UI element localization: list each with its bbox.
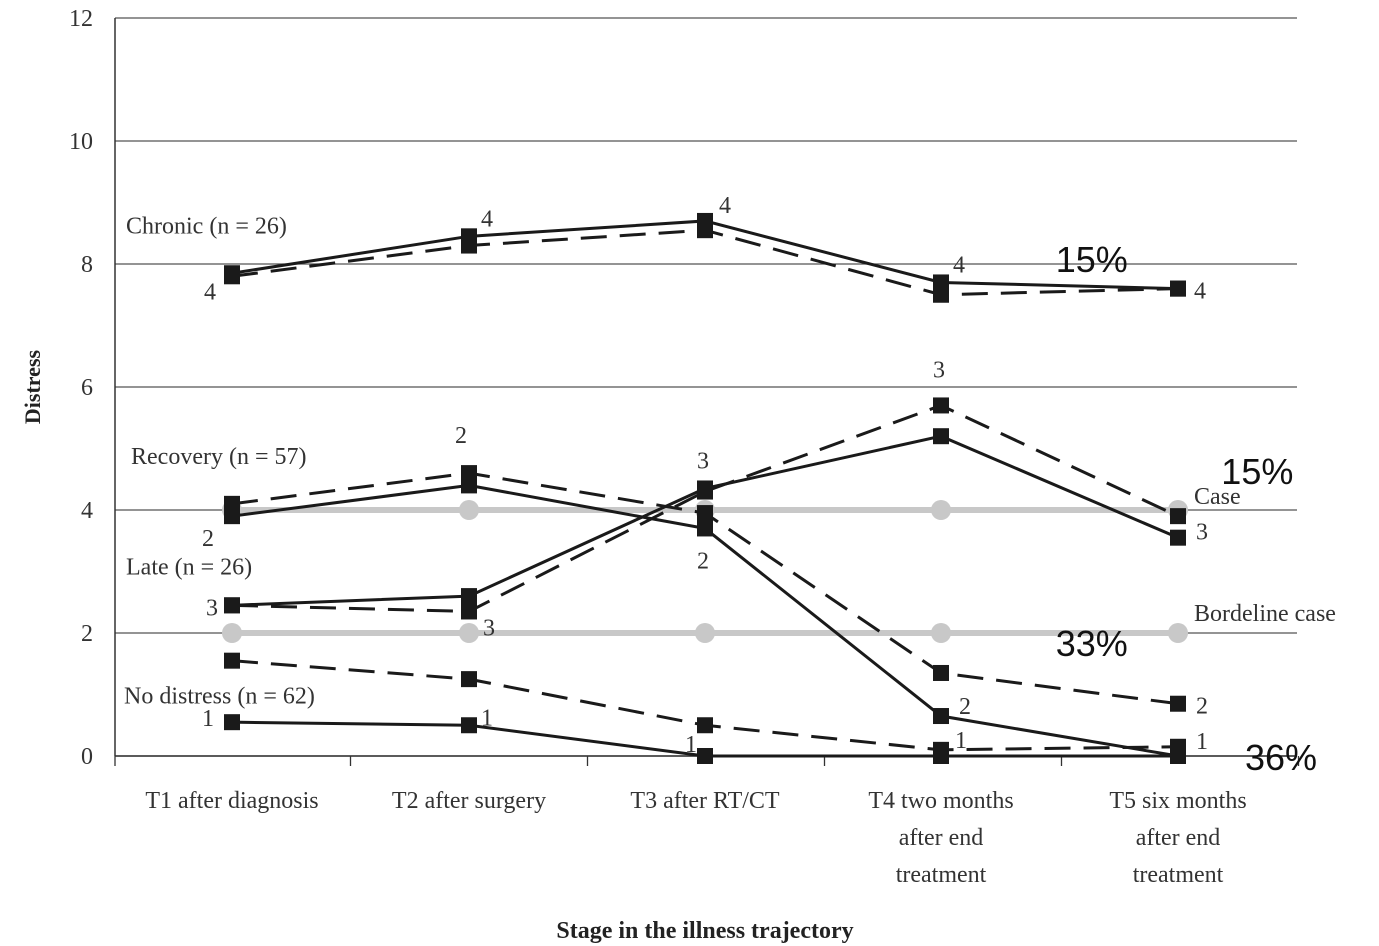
point-label: 4	[719, 193, 731, 219]
group-label: Chronic (n = 26)	[126, 213, 287, 239]
data-point	[461, 603, 477, 620]
data-point	[461, 465, 477, 482]
data-point	[224, 597, 240, 614]
series-line-1-dashed	[231, 659, 1179, 752]
data-point	[1170, 738, 1186, 755]
group-label: No distress (n = 62)	[124, 684, 315, 710]
x-category-label: T5 six months	[1109, 788, 1246, 814]
y-tick-label: 10	[69, 129, 93, 155]
data-point	[933, 428, 949, 445]
x-category-label: after end	[1136, 825, 1221, 851]
data-point	[1170, 695, 1186, 712]
reference-point	[459, 623, 479, 643]
series-line-3-dashed	[231, 403, 1179, 613]
data-point	[224, 508, 240, 525]
y-tick-label: 12	[69, 6, 93, 32]
point-label: 1	[481, 705, 493, 731]
data-point	[461, 477, 477, 494]
data-point	[461, 671, 477, 688]
data-point	[1170, 280, 1186, 297]
point-label: 1	[955, 728, 967, 754]
x-category-label: T2 after surgery	[392, 788, 546, 814]
x-axis-title: Stage in the illness trajectory	[556, 918, 853, 944]
y-tick-label: 8	[81, 252, 93, 278]
reference-point	[931, 623, 951, 643]
percentage-annotation: 15%	[1221, 451, 1293, 492]
data-point	[224, 652, 240, 669]
percentage-annotation: 15%	[1056, 239, 1128, 280]
point-label: 2	[697, 548, 709, 574]
reference-line-label: Bordeline case	[1194, 601, 1336, 627]
labels: Chronic (n = 26) Recovery (n = 57) Late (n…	[124, 193, 1317, 778]
data-point	[1170, 508, 1186, 525]
point-label: 2	[455, 423, 467, 449]
group-label: Late (n = 26)	[126, 555, 252, 581]
data-point	[697, 520, 713, 537]
x-category-label: treatment	[896, 862, 987, 888]
data-point	[224, 268, 240, 285]
data-point	[461, 588, 477, 605]
y-axis-title: Distress	[20, 349, 45, 424]
data-point	[697, 222, 713, 239]
x-category-label: T1 after diagnosis	[145, 788, 318, 814]
data-point	[933, 397, 949, 414]
point-label: 4	[1194, 279, 1206, 305]
y-tick-label: 6	[81, 375, 93, 401]
point-label: 3	[933, 357, 945, 383]
y-tick-label: 0	[81, 744, 93, 770]
data-point	[933, 741, 949, 758]
percentage-annotation: 36%	[1245, 737, 1317, 778]
data-point	[461, 237, 477, 254]
x-category-label: T3 after RT/CT	[630, 788, 780, 814]
data-point	[933, 286, 949, 303]
point-label: 3	[1196, 520, 1208, 546]
reference-point	[695, 623, 715, 643]
reference-point	[222, 623, 242, 643]
data-point	[1170, 529, 1186, 546]
point-label: 4	[953, 252, 965, 278]
data-point	[933, 708, 949, 725]
y-tick-label: 2	[81, 621, 93, 647]
point-label: 3	[483, 615, 495, 641]
group-label: Recovery (n = 57)	[131, 444, 306, 470]
data-point	[697, 505, 713, 522]
series-lines	[224, 212, 1186, 764]
y-tick-label: 4	[81, 498, 93, 524]
x-category-label: treatment	[1133, 862, 1224, 888]
data-point	[933, 664, 949, 681]
point-label: 3	[206, 595, 218, 621]
data-point	[461, 717, 477, 734]
point-label: 1	[1196, 729, 1208, 755]
point-label: 1	[202, 706, 214, 732]
reference-line-label: Case	[1194, 484, 1241, 510]
percentage-annotation: 33%	[1056, 623, 1128, 664]
point-label: 2	[1196, 694, 1208, 720]
reference-point	[459, 500, 479, 520]
reference-point	[1168, 623, 1188, 643]
point-label: 2	[202, 526, 214, 552]
data-point	[697, 483, 713, 500]
x-category-label: after end	[899, 825, 984, 851]
point-label: 4	[204, 279, 216, 305]
data-point	[224, 714, 240, 731]
reference-point	[931, 500, 951, 520]
point-label: 3	[697, 448, 709, 474]
data-point	[697, 717, 713, 734]
x-category-label: T4 two months	[868, 788, 1013, 814]
data-point	[933, 274, 949, 291]
data-point	[224, 495, 240, 512]
point-label: 4	[481, 206, 493, 232]
point-label: 1	[685, 732, 697, 758]
point-label: 2	[959, 694, 971, 720]
data-point	[697, 748, 713, 764]
